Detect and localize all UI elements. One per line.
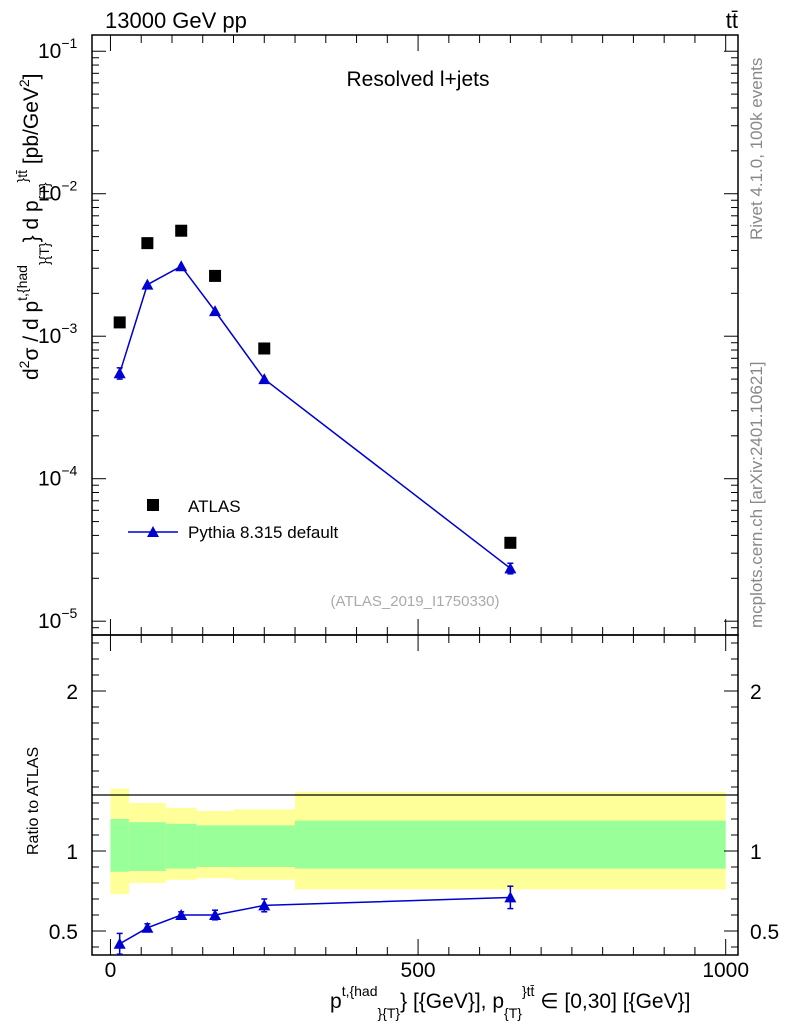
ratio-panel-frame	[91, 634, 739, 956]
analysis-id: (ATLAS_2019_I1750330)	[330, 593, 499, 610]
x-axis: 0 500 1000	[105, 35, 749, 982]
legend: ATLAS Pythia 8.315 default	[128, 497, 339, 542]
ratio-y-tick-label: 2	[66, 681, 78, 704]
x-axis-title: pt,{had}{T}} [{GeV}], p{T}}tt̄ ∈ [0,30] …	[330, 983, 690, 1021]
ratio-point	[258, 899, 271, 911]
ratio-y-axis: 0.5 0.5 1 1 2 2	[49, 642, 779, 948]
x-tick-label: 1000	[702, 959, 749, 982]
main-y-tick-label: 10−2	[38, 178, 78, 206]
energy-label: 13000 GeV pp	[105, 8, 247, 33]
ratio-band-inner	[128, 822, 166, 871]
legend-pythia-marker	[147, 526, 159, 537]
pythia-point	[209, 305, 222, 317]
ratio-y-tick-label-right: 1	[750, 841, 762, 864]
legend-atlas-marker	[147, 499, 159, 511]
pythia-line	[118, 265, 511, 569]
ratio-line	[119, 896, 511, 945]
main-y-axis: 10−5 10−4 10−3 10−2 10−1	[38, 35, 738, 636]
main-y-tick-label: 10−5	[38, 605, 78, 633]
ratio-band-inner	[196, 825, 234, 867]
pythia-point	[175, 260, 188, 272]
ratio-y-axis-title: Ratio to ATLAS	[25, 747, 42, 855]
ratio-y-tick-label: 1	[66, 841, 78, 864]
atlas-point	[175, 224, 188, 237]
ratio-point	[113, 937, 126, 949]
mcplots-label: mcplots.cern.ch [arXiv:2401.10621]	[747, 362, 766, 628]
legend-pythia-label: Pythia 8.315 default	[188, 523, 339, 542]
process-label: tt̄	[726, 8, 738, 33]
ratio-y-tick-label-right: 0.5	[750, 921, 779, 944]
plot-annotation: Resolved l+jets	[347, 68, 490, 91]
main-y-tick-label: 10−4	[38, 463, 78, 491]
ratio-y-tick-label: 0.5	[49, 921, 78, 944]
ratio-bands	[110, 788, 726, 895]
ratio-point	[209, 909, 222, 920]
x-tick-label: 500	[401, 959, 436, 982]
ratio-y-tick-label-right: 2	[750, 681, 762, 704]
pythia-point	[113, 367, 126, 379]
pythia-point	[504, 562, 517, 574]
ratio-band-inner	[295, 820, 726, 869]
ratio-point	[504, 891, 517, 903]
ratio-series	[113, 885, 517, 955]
pythia-point	[258, 373, 271, 385]
atlas-point	[504, 536, 517, 549]
x-tick-label: 0	[105, 959, 117, 982]
svg-text:pt,{had}{T}} [{GeV}], p{T}}tt̄: pt,{had}{T}} [{GeV}], p{T}}tt̄ ∈ [0,30] …	[330, 983, 690, 1021]
atlas-point	[113, 316, 126, 329]
ratio-point	[141, 921, 154, 933]
atlas-point	[141, 237, 154, 250]
atlas-point	[258, 342, 271, 355]
main-series	[113, 224, 517, 575]
ratio-band-inner	[233, 825, 296, 867]
rivet-label: Rivet 4.1.0, 100k events	[747, 58, 766, 240]
ratio-band-inner	[165, 823, 197, 869]
main-y-tick-label: 10−1	[38, 35, 78, 63]
ratio-band-inner	[110, 819, 129, 872]
legend-atlas-label: ATLAS	[188, 497, 241, 516]
pythia-point	[141, 278, 154, 290]
atlas-point	[209, 269, 222, 282]
main-y-tick-label: 10−3	[38, 320, 78, 348]
main-panel-frame	[91, 34, 739, 636]
ratio-point	[175, 909, 188, 920]
